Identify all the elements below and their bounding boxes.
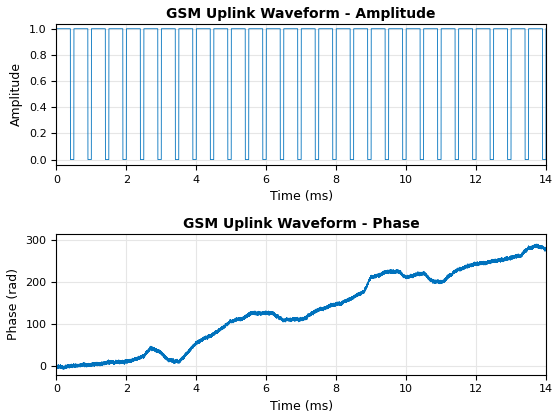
Y-axis label: Amplitude: Amplitude bbox=[10, 62, 24, 126]
X-axis label: Time (ms): Time (ms) bbox=[269, 400, 333, 413]
Title: GSM Uplink Waveform - Amplitude: GSM Uplink Waveform - Amplitude bbox=[166, 7, 436, 21]
Y-axis label: Phase (rad): Phase (rad) bbox=[7, 268, 20, 340]
X-axis label: Time (ms): Time (ms) bbox=[269, 190, 333, 203]
Title: GSM Uplink Waveform - Phase: GSM Uplink Waveform - Phase bbox=[183, 217, 419, 231]
